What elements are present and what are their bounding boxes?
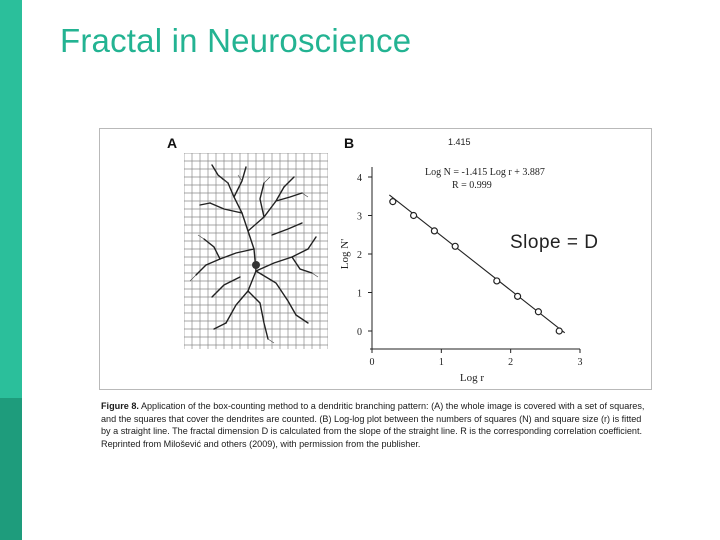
plot-r-value: R = 0.999 [452,180,492,191]
x-tick-label: 1 [439,357,444,368]
dendrite-grid-panel [184,153,328,349]
log-log-plot: 0 1 2 3 4 0 1 2 3 Log r Log N' [339,167,583,384]
y-tick-label: 0 [357,327,362,338]
caption-text: Application of the box-counting method t… [101,401,645,449]
y-axis-label: Log N' [339,239,351,269]
slide-title: Fractal in Neuroscience [60,22,412,59]
y-tick-label: 2 [357,250,362,261]
data-point [430,227,439,235]
x-tick-label: 3 [578,357,583,368]
plot-header-value: 1.415 [448,137,471,147]
figure-image: A B [99,128,652,390]
y-tick-label: 4 [357,173,362,184]
data-point [409,211,418,220]
x-tick-label: 0 [370,357,375,368]
plot-equation: Log N = -1.415 Log r + 3.887 [425,167,545,178]
neuron-soma [252,261,260,269]
figure-caption: Figure 8. Application of the box-countin… [101,400,653,450]
y-tick-label: 1 [357,289,362,300]
data-point [555,327,563,335]
data-point [534,308,542,316]
y-tick-label: 3 [357,212,362,223]
slope-annotation: Slope = D [510,232,599,253]
side-accent-bar-dark [0,398,22,540]
data-point [514,292,522,300]
panel-a-label: A [167,135,178,151]
data-point [493,277,501,285]
panel-b-label: B [344,135,355,151]
dendrite-neuron-drawing [195,164,317,340]
x-axis-label: Log r [460,372,484,384]
x-tick-label: 2 [508,357,513,368]
data-point [389,198,397,206]
data-point [451,242,459,250]
caption-label: Figure 8. [101,401,139,411]
